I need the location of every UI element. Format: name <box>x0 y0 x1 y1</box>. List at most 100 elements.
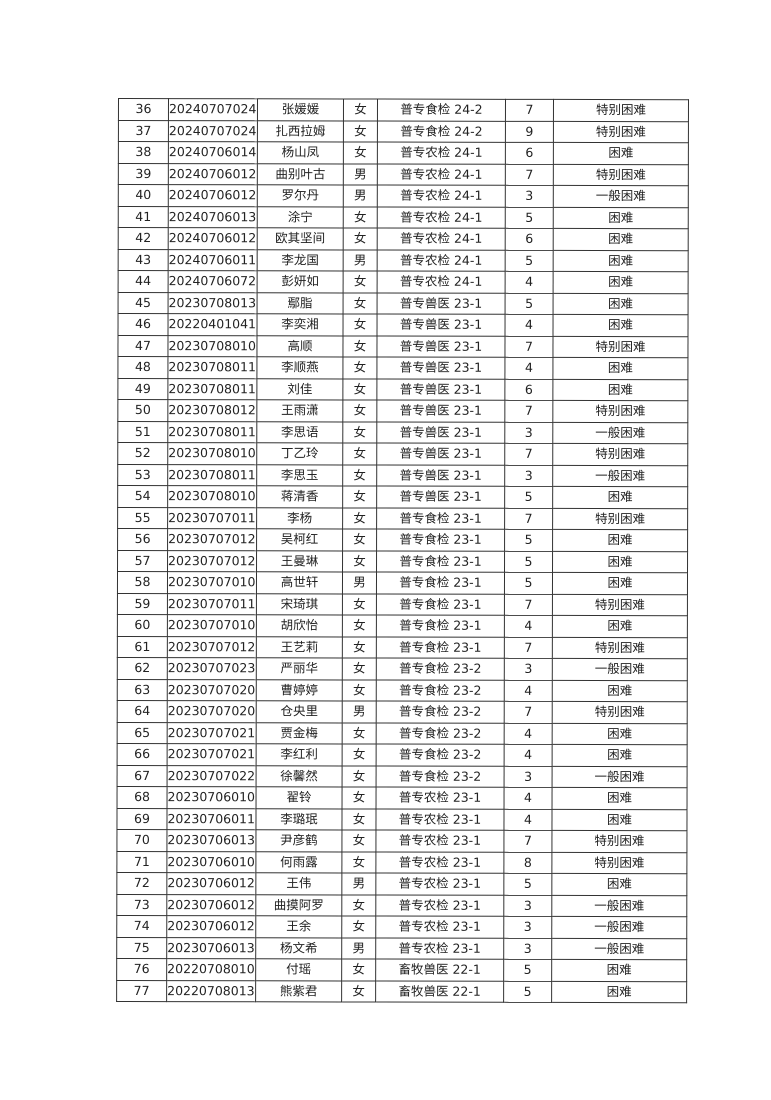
gender-cell: 女 <box>341 958 376 981</box>
difficulty-level-cell: 困难 <box>551 980 687 1003</box>
table-row: 67 202307070229 徐馨然女普专食检 23-2 3 一般困难 <box>117 764 688 788</box>
class-name-cell: 普专农检 23-1 <box>376 787 505 809</box>
table-row: 42 202407060123 欧其坚间女普专农检 24-1 6 困难 <box>118 227 689 251</box>
student-name-cell: 彭妍如 <box>257 270 344 293</box>
difficulty-level-cell: 特别困难 <box>552 335 689 358</box>
student-id-cell: 202207080109 <box>166 958 256 981</box>
student-id-cell: 202307070112 <box>167 507 257 529</box>
student-name-cell: 李红利 <box>256 743 343 766</box>
table-row: 56 202307070124 吴柯红女普专食检 23-1 5 困难 <box>117 528 688 552</box>
gender-cell: 女 <box>342 765 377 788</box>
class-name-cell: 普专农检 24-1 <box>377 163 506 186</box>
class-name-cell: 畜牧兽医 22-1 <box>375 980 504 1003</box>
student-id-cell: 202307070215 <box>167 722 257 744</box>
student-id-cell: 202307060120 <box>166 894 256 916</box>
student-id-cell: 202307060126 <box>166 915 256 938</box>
table-row: 48 202307080110 李顺燕女普专兽医 23-1 4 困难 <box>117 356 688 380</box>
class-name-cell: 普专兽医 23-1 <box>377 314 506 336</box>
difficulty-level-cell: 特别困难 <box>553 99 689 122</box>
student-id-cell: 202407060126 <box>168 163 258 185</box>
student-name-cell: 刘佳 <box>256 378 343 400</box>
gender-cell: 女 <box>342 614 377 637</box>
score-cell: 5 <box>503 873 552 895</box>
gender-cell: 女 <box>343 270 378 293</box>
student-name-cell: 翟铃 <box>256 786 343 809</box>
table-body: 36 202407070243 张媛媛女普专食检 24-2 7 特别困难 37 202407… <box>116 98 689 1003</box>
student-id-cell: 202307070203 <box>167 679 257 701</box>
row-number-cell: 38 <box>118 141 169 164</box>
difficulty-level-cell: 特别困难 <box>551 830 687 853</box>
table-row: 69 202307060112 李璐珉女普专农检 23-1 4 困难 <box>116 807 688 831</box>
student-id-cell: 202307080104 <box>167 335 258 357</box>
score-cell: 6 <box>505 228 554 250</box>
row-number-cell: 63 <box>117 678 168 701</box>
student-id-cell: 202307070122 <box>167 636 257 658</box>
row-number-cell: 53 <box>117 464 168 486</box>
row-number-cell: 45 <box>118 292 169 314</box>
class-name-cell: 普专食检 23-1 <box>376 529 505 551</box>
table-row: 72 202307060125 王伟男普专农检 23-1 5 困难 <box>116 872 687 896</box>
class-name-cell: 普专兽医 23-1 <box>376 378 505 401</box>
score-cell: 9 <box>505 120 554 143</box>
row-number-cell: 77 <box>116 979 167 1002</box>
difficulty-level-cell: 一般困难 <box>552 658 688 681</box>
row-number-cell: 67 <box>117 764 168 787</box>
student-name-cell: 李璐珉 <box>255 808 343 830</box>
student-id-cell: 202307060132 <box>166 937 256 959</box>
class-name-cell: 普专兽医 23-1 <box>377 292 506 315</box>
score-cell: 4 <box>504 615 553 637</box>
table-row: 55 202307070112 李杨女普专食检 23-1 7 特别困难 <box>117 507 688 530</box>
student-id-cell: 202407060121 <box>168 184 258 207</box>
class-name-cell: 普专食检 24-2 <box>377 99 506 121</box>
score-cell: 6 <box>505 142 554 164</box>
score-cell: 4 <box>504 679 553 702</box>
difficulty-level-cell: 特别困难 <box>553 120 689 143</box>
row-number-cell: 36 <box>118 98 169 121</box>
row-number-cell: 54 <box>117 485 168 508</box>
student-name-cell: 曲别叶古 <box>257 163 344 185</box>
student-id-cell: 202307080102 <box>167 442 257 465</box>
student-id-cell: 202204010417 <box>168 313 258 336</box>
class-name-cell: 普专兽医 23-1 <box>376 335 506 358</box>
row-number-cell: 66 <box>117 743 168 766</box>
gender-cell: 女 <box>342 743 377 766</box>
class-name-cell: 普专食检 23-2 <box>376 658 505 680</box>
student-name-cell: 付瑶 <box>255 958 342 981</box>
row-number-cell: 39 <box>118 163 169 185</box>
student-name-cell: 王艺莉 <box>256 636 343 658</box>
difficulty-level-cell: 特别困难 <box>552 400 688 423</box>
student-id-cell: 202307070216 <box>167 743 257 766</box>
student-name-cell: 熊紫君 <box>255 980 342 1002</box>
gender-cell: 女 <box>343 141 378 164</box>
score-cell: 7 <box>505 163 554 186</box>
difficulty-level-cell: 特别困难 <box>552 443 688 466</box>
class-name-cell: 普专食检 23-2 <box>376 679 505 702</box>
score-cell: 5 <box>504 550 553 573</box>
difficulty-level-cell: 一般困难 <box>553 185 689 208</box>
student-name-cell: 高世轩 <box>256 571 343 594</box>
difficulty-level-cell: 一般困难 <box>552 421 688 444</box>
gender-cell: 女 <box>342 442 377 465</box>
table-row: 76 202207080109 付瑶女畜牧兽医 22-1 5 困难 <box>116 958 687 982</box>
difficulty-level-cell: 特别困难 <box>552 507 688 530</box>
gender-cell: 女 <box>341 851 376 874</box>
score-cell: 3 <box>503 894 552 917</box>
score-cell: 3 <box>504 765 553 788</box>
class-name-cell: 普专兽医 23-1 <box>376 357 505 379</box>
difficulty-level-cell: 困难 <box>552 378 688 401</box>
score-cell: 7 <box>504 443 553 465</box>
score-cell: 7 <box>504 636 553 659</box>
student-name-cell: 吴柯红 <box>256 528 343 551</box>
row-number-cell: 73 <box>116 893 167 916</box>
gender-cell: 女 <box>342 722 377 745</box>
class-name-cell: 普专农检 23-1 <box>375 851 504 874</box>
difficulty-level-cell: 困难 <box>552 787 688 810</box>
row-number-cell: 37 <box>118 120 169 142</box>
table-row: 47 202307080104 高顺女普专兽医 23-1 7 特别困难 <box>117 335 689 358</box>
gender-cell: 女 <box>342 636 377 659</box>
student-id-cell: 202407070243 <box>168 98 258 121</box>
score-cell: 4 <box>504 744 553 766</box>
gender-cell: 男 <box>343 163 378 186</box>
row-number-cell: 56 <box>117 528 168 551</box>
difficulty-level-cell: 困难 <box>552 529 688 552</box>
